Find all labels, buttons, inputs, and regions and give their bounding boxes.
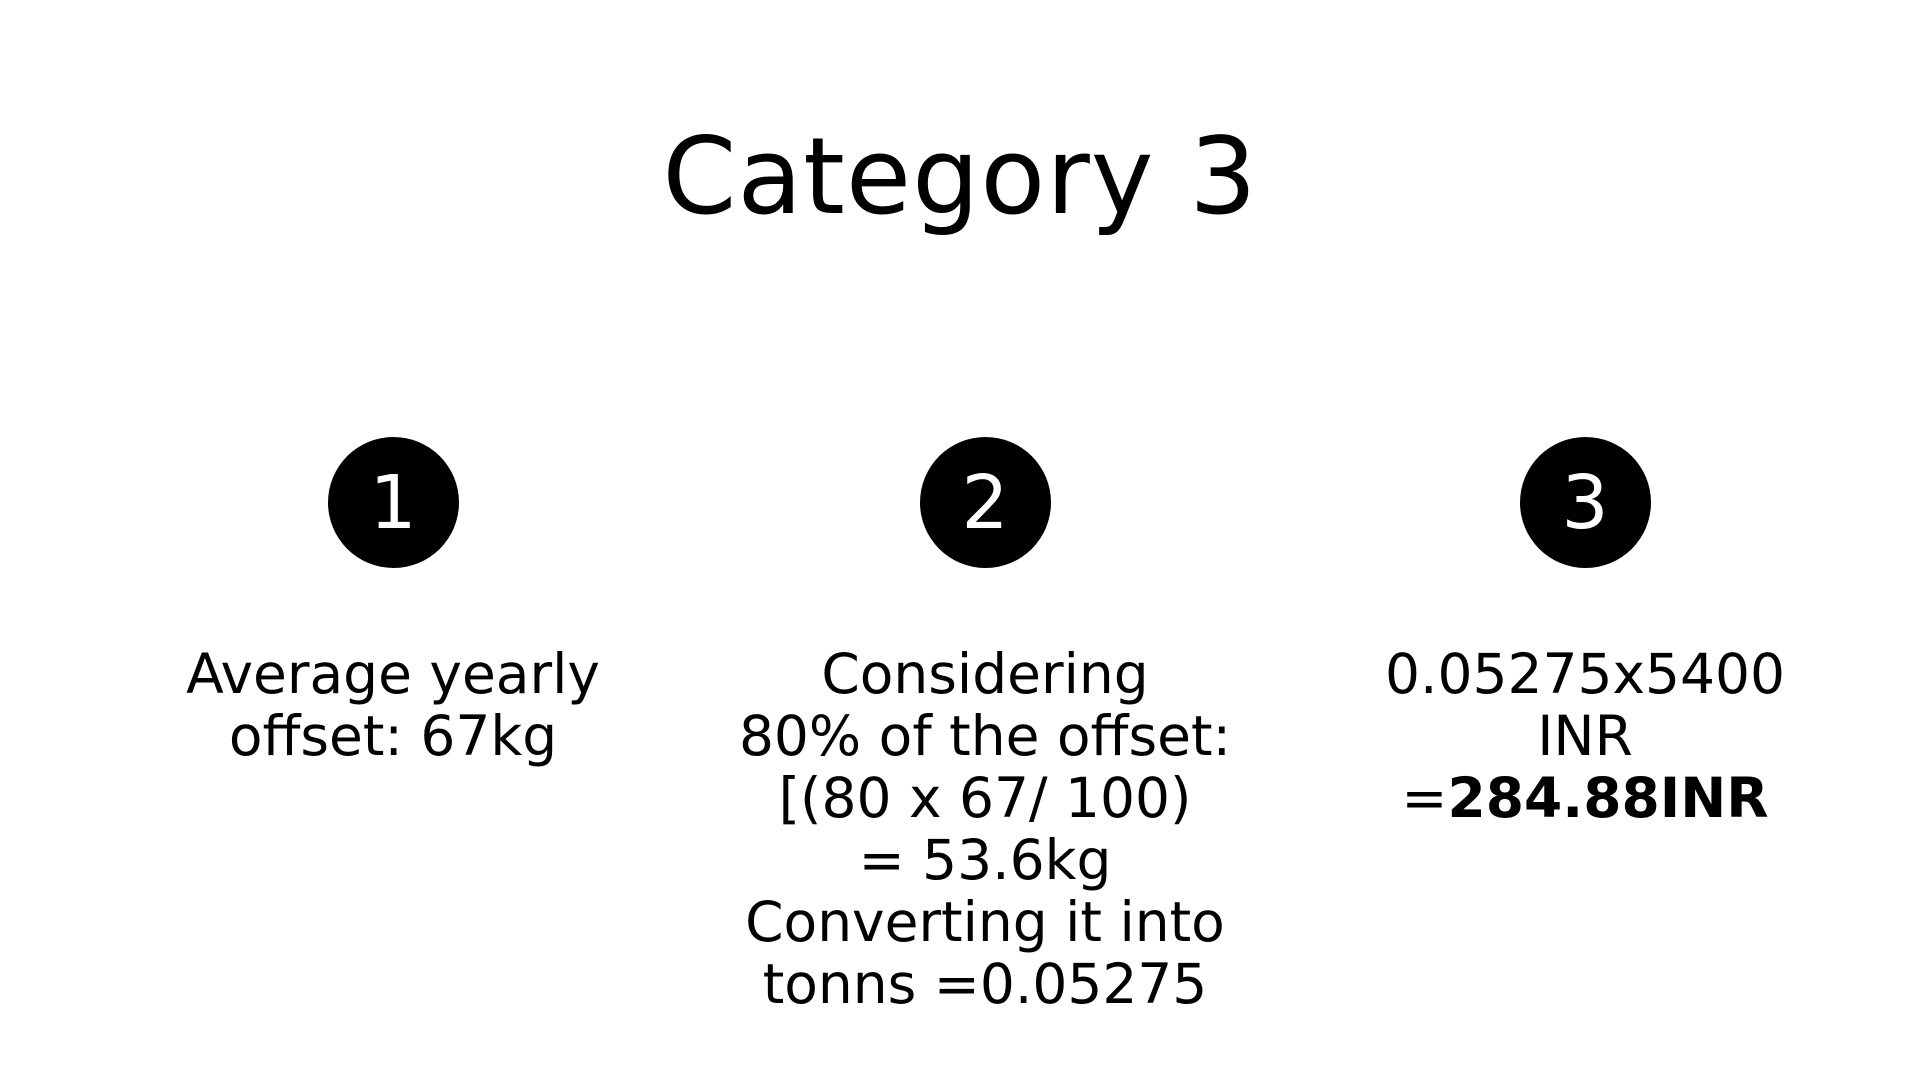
step-2-line-2: 80% of the offset:: [738, 704, 1232, 768]
step-3-line-1: 0.05275x5400: [1385, 642, 1785, 706]
step-1-description: Average yearly offset: 67kg: [113, 643, 673, 767]
step-3: 3 0.05275x5400 INR =284.88INR: [1305, 437, 1865, 829]
step-2-number-badge: 2: [919, 437, 1051, 568]
step-3-line-2: INR: [1537, 704, 1633, 768]
step-1: 1 Average yearly offset: 67kg: [113, 437, 673, 767]
step-2-description: Considering 80% of the offset: [(80 x 67…: [705, 643, 1265, 1015]
step-3-description: 0.05275x5400 INR =284.88INR: [1305, 643, 1865, 829]
step-1-line-2: offset: 67kg: [228, 704, 558, 768]
step-2-line-6: tonns =0.05275: [762, 952, 1208, 1016]
step-2-line-5: Converting it into: [745, 890, 1225, 954]
step-3-result-value: 284.88INR: [1447, 766, 1769, 830]
step-3-result: =284.88INR: [1305, 767, 1865, 829]
step-1-line-1: Average yearly: [186, 642, 600, 706]
step-2-line-4: = 53.6kg: [858, 828, 1112, 892]
step-3-number-badge: 3: [1519, 437, 1651, 568]
step-3-result-prefix: =: [1401, 766, 1448, 830]
step-2-line-1: Considering: [821, 642, 1149, 706]
step-2: 2 Considering 80% of the offset: [(80 x …: [705, 437, 1265, 1015]
step-2-line-3: [(80 x 67/ 100): [778, 766, 1192, 830]
step-1-number-badge: 1: [327, 437, 459, 568]
slide-title: Category 3: [662, 115, 1258, 238]
